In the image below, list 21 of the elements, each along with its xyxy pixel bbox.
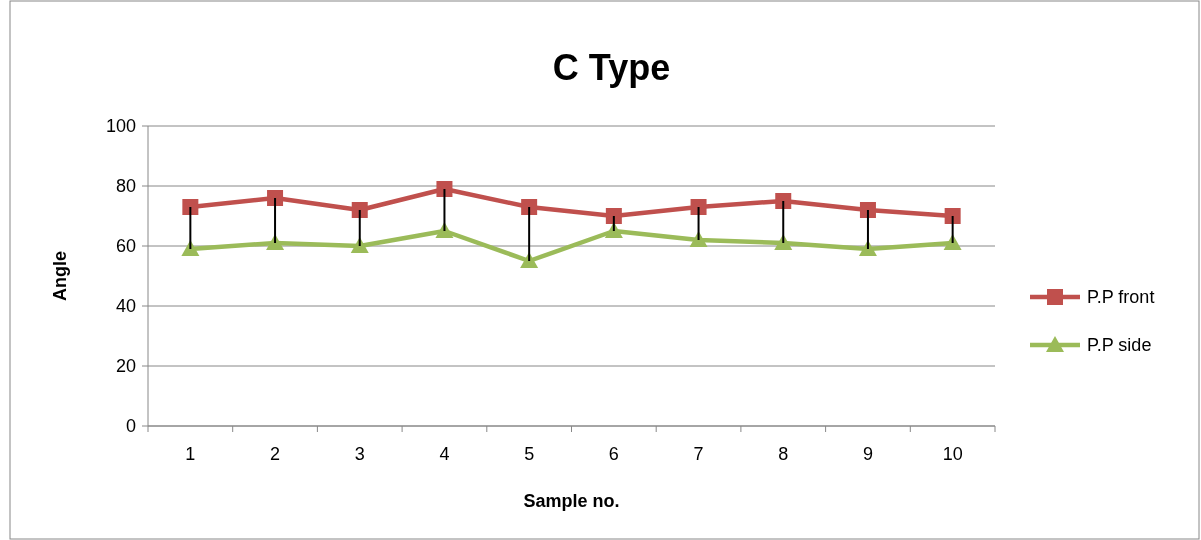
y-tick-label: 0 bbox=[125, 416, 136, 437]
chart-title: C Type bbox=[552, 47, 671, 88]
x-tick-label: 2 bbox=[270, 444, 281, 464]
legend-label: P.P front bbox=[1087, 287, 1155, 308]
y-tick-label: 60 bbox=[115, 236, 136, 257]
x-tick-label: 3 bbox=[354, 444, 365, 464]
y-tick-label: 80 bbox=[115, 176, 136, 197]
x-tick-label: 4 bbox=[439, 444, 450, 464]
x-tick-label: 1 bbox=[185, 444, 196, 464]
x-tick-label: 10 bbox=[942, 444, 963, 464]
y-tick-label: 40 bbox=[115, 296, 136, 317]
x-axis-title: Sample no. bbox=[523, 491, 620, 511]
x-tick-label: 8 bbox=[778, 444, 789, 464]
x-tick-label: 7 bbox=[693, 444, 704, 464]
y-tick-label: 20 bbox=[115, 356, 136, 377]
y-axis-title: Angle bbox=[50, 250, 70, 302]
y-tick-label: 100 bbox=[105, 116, 136, 137]
x-tick-label: 9 bbox=[862, 444, 873, 464]
legend-label: P.P side bbox=[1087, 335, 1152, 356]
x-tick-label: 5 bbox=[524, 444, 535, 464]
x-tick-label: 6 bbox=[608, 444, 619, 464]
